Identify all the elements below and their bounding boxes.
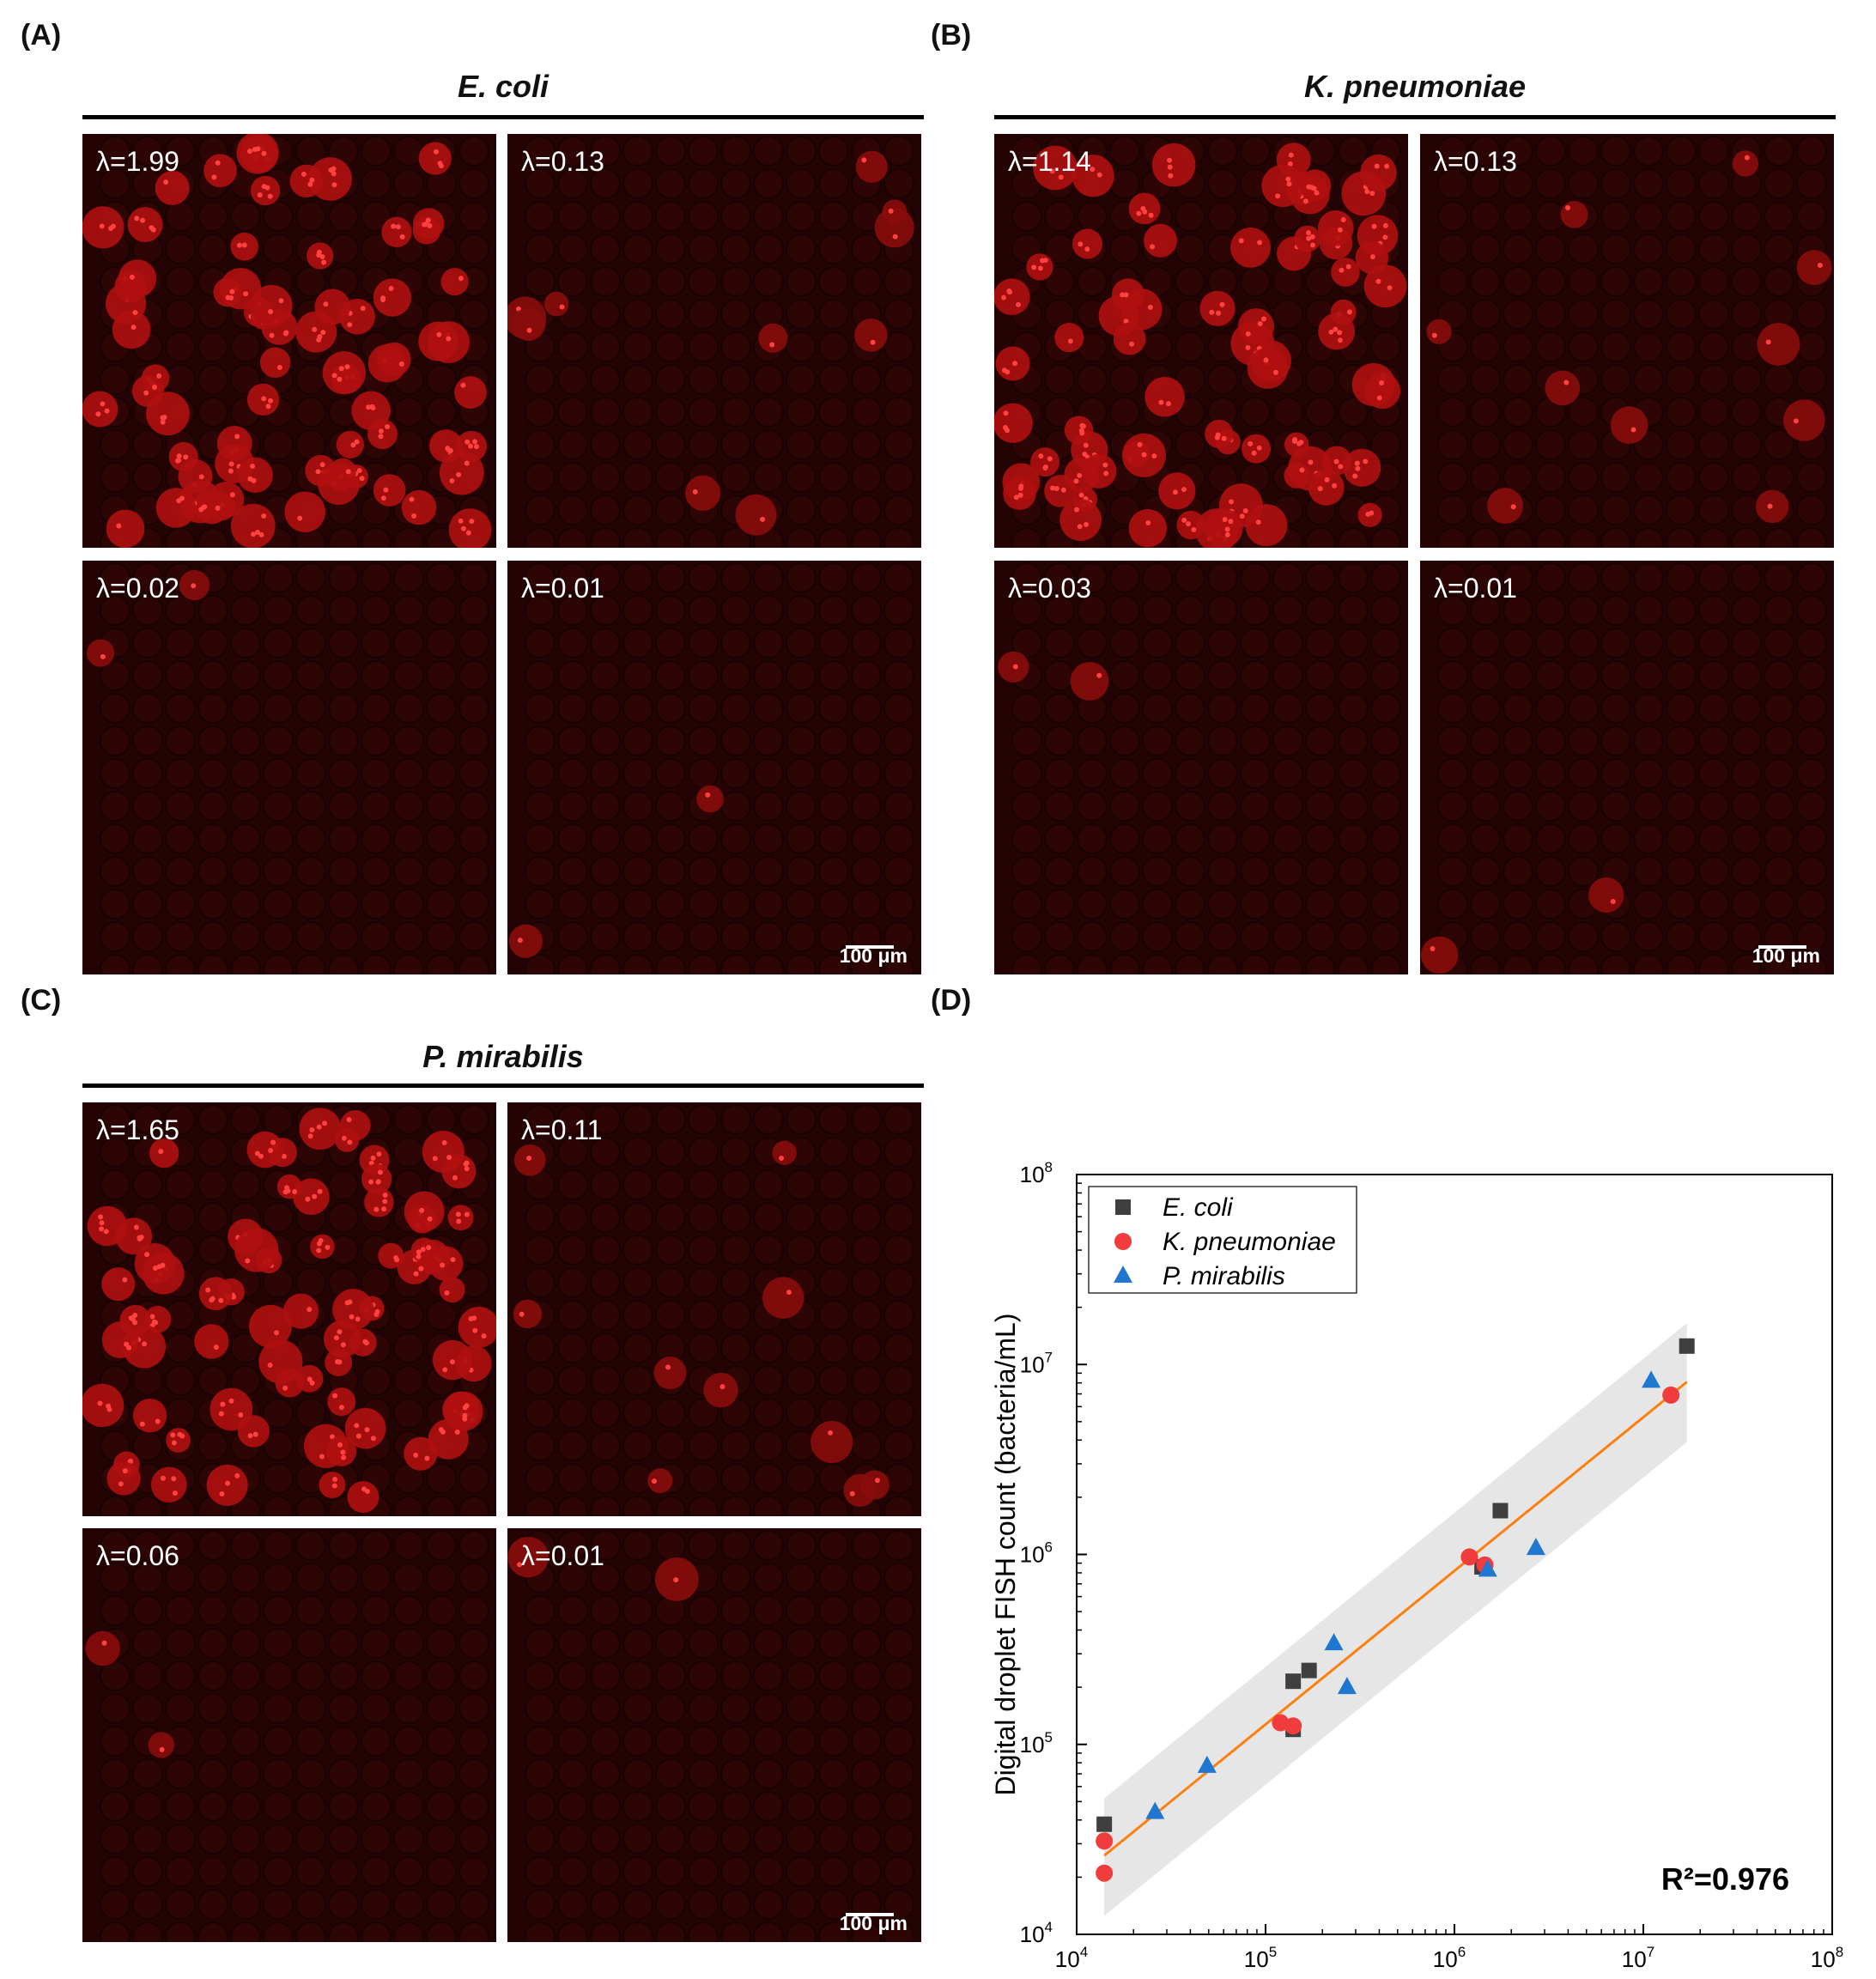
data-point-circle [1662, 1386, 1680, 1404]
legend-marker-square [1115, 1199, 1131, 1215]
fit-line [1103, 1381, 1688, 1857]
micrograph-b4: λ=0.01 100 μm [1420, 561, 1834, 974]
y-tick-exponent: 7 [1045, 1349, 1053, 1365]
data-point-circle [1460, 1548, 1478, 1566]
scale-bar [846, 1913, 894, 1916]
panel-label-a: (A) [21, 19, 62, 52]
x-tick-exponent: 7 [1647, 1944, 1654, 1960]
micrograph-b3: λ=0.03 [994, 561, 1408, 974]
scale-bar-label: 100 μm [839, 944, 908, 967]
micrograph-c1: λ=1.65 [82, 1102, 496, 1516]
scale-bar-label: 100 μm [839, 1912, 908, 1934]
scale-bar-label: 100 μm [1752, 944, 1820, 967]
panel-label-c: (C) [21, 984, 62, 1017]
r-squared-annotation: R²=0.976 [1661, 1861, 1789, 1897]
title-rule-b [994, 115, 1836, 119]
legend-marker-circle [1114, 1233, 1132, 1250]
legend-label: E. coli [1163, 1193, 1234, 1222]
lambda-label: λ=1.14 [1008, 146, 1091, 177]
scale-bar [1758, 945, 1806, 949]
lambda-label: λ=0.03 [1008, 573, 1091, 604]
scatter-chart: 104104105105106106107107108108Reference … [990, 1159, 1843, 1972]
micrograph-a1: λ=1.99 [82, 134, 496, 548]
legend-box [1088, 1186, 1357, 1294]
legend-marker-triangle [1114, 1266, 1132, 1283]
micrograph-a4: λ=0.01 100 μm [507, 561, 921, 974]
data-point-triangle [1526, 1538, 1545, 1556]
x-tick-label: 104 [1055, 1944, 1088, 1972]
species-title-a: E. coli [457, 69, 549, 104]
data-point-square [1285, 1673, 1302, 1690]
species-title-c: P. mirabilis [422, 1039, 584, 1074]
data-point-square [1096, 1816, 1113, 1832]
y-tick-exponent: 6 [1045, 1539, 1053, 1556]
micrograph-a2: λ=0.13 [507, 134, 921, 548]
data-point-triangle [1478, 1559, 1497, 1577]
data-point-triangle [1337, 1677, 1357, 1695]
y-tick-exponent: 8 [1045, 1159, 1053, 1175]
y-tick-label: 104 [1020, 1919, 1053, 1947]
lambda-label: λ=0.13 [521, 146, 604, 177]
x-tick-label: 107 [1622, 1944, 1654, 1972]
legend-label: P. mirabilis [1163, 1262, 1285, 1290]
lambda-label: λ=0.01 [1434, 573, 1517, 604]
micrograph-a3: λ=0.02 [82, 561, 496, 974]
x-tick-exponent: 4 [1080, 1944, 1088, 1960]
panel-label-b: (B) [931, 19, 972, 52]
data-point-square [1679, 1338, 1695, 1354]
data-point-triangle [1145, 1801, 1165, 1819]
data-point-circle [1284, 1717, 1302, 1735]
legend-label: K. pneumoniae [1163, 1228, 1336, 1256]
data-point-circle [1096, 1832, 1114, 1850]
x-tick-label: 108 [1811, 1944, 1843, 1972]
y-tick-label: 105 [1020, 1729, 1053, 1757]
x-tick-label: 105 [1244, 1944, 1277, 1972]
lambda-label: λ=0.01 [521, 573, 604, 604]
x-tick-label: 106 [1433, 1944, 1466, 1972]
x-tick-exponent: 6 [1458, 1944, 1466, 1960]
data-point-circle [1096, 1864, 1114, 1882]
scale-bar [846, 945, 894, 949]
title-rule-a [82, 115, 924, 119]
y-tick-label: 106 [1020, 1539, 1053, 1568]
lambda-label: λ=1.99 [96, 146, 179, 177]
species-title-b: K. pneumoniae [1303, 69, 1527, 104]
title-rule-c [82, 1084, 924, 1088]
y-tick-exponent: 5 [1045, 1729, 1053, 1745]
lambda-label: λ=1.65 [96, 1114, 179, 1145]
data-point-triangle [1324, 1633, 1344, 1651]
micrograph-c4: λ=0.01 100 μm [507, 1528, 921, 1942]
data-point-square [1492, 1502, 1509, 1519]
x-tick-exponent: 5 [1269, 1944, 1277, 1960]
lambda-label: λ=0.11 [521, 1114, 603, 1145]
micrograph-c3: λ=0.06 [82, 1528, 496, 1942]
micrograph-b2: λ=0.13 [1420, 134, 1834, 548]
panel-label-d: (D) [931, 984, 972, 1017]
lambda-label: λ=0.13 [1434, 146, 1517, 177]
lambda-label: λ=0.06 [96, 1540, 179, 1571]
data-point-square [1301, 1662, 1317, 1679]
y-tick-label: 108 [1020, 1159, 1053, 1187]
micrograph-b1: λ=1.14 [994, 134, 1408, 548]
x-tick-exponent: 8 [1836, 1944, 1843, 1960]
micrograph-c2: λ=0.11 [507, 1102, 921, 1516]
y-axis-label: Digital droplet FISH count (bacteria/mL) [990, 1314, 1021, 1796]
lambda-label: λ=0.01 [521, 1540, 604, 1571]
y-tick-label: 107 [1020, 1349, 1053, 1377]
y-tick-exponent: 4 [1045, 1919, 1053, 1935]
data-point-triangle [1642, 1370, 1661, 1388]
lambda-label: λ=0.02 [96, 573, 179, 604]
data-point-triangle [1197, 1755, 1217, 1773]
